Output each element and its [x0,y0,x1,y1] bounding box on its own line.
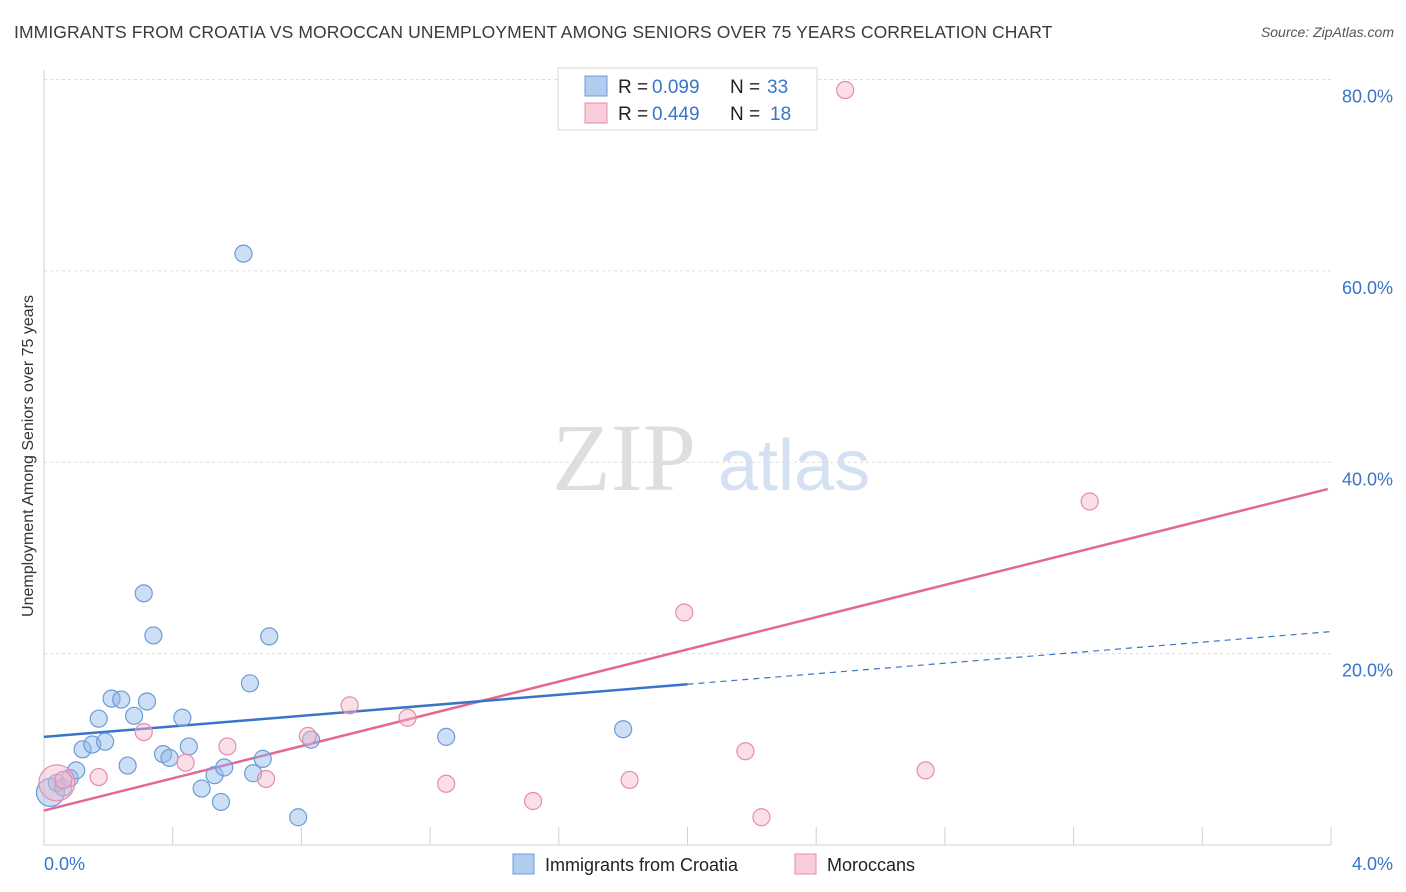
watermark-zip: ZIP [552,404,696,511]
point-croatia [205,766,224,785]
series-legend: Immigrants from Croatia Moroccans [512,853,915,875]
point-croatia [144,626,163,645]
x-tick-label: 0.0% [44,854,85,874]
trend-line-moroccans [43,487,1329,812]
tick-labels: 20.0% 40.0% 60.0% 80.0% 0.0% 4.0% [44,87,1393,875]
point-moroccans [54,770,73,790]
point-croatia [54,778,73,797]
point-croatia [253,749,272,768]
legend-swatch-croatia [584,75,608,97]
point-croatia [260,627,279,646]
point-moroccans [437,774,456,793]
data-points [35,80,1099,827]
trend-lines [43,487,1332,812]
point-moroccans [752,808,771,827]
point-moroccans [675,603,694,622]
watermark-atlas: atlas [718,426,870,506]
point-moroccans [916,761,935,780]
point-moroccans [1080,492,1099,511]
y-axis-label: Unemployment Among Seniors over 75 years [20,295,37,617]
series-legend-swatch-croatia [512,853,535,875]
point-moroccans [298,726,317,746]
point-croatia [102,689,121,708]
point-croatia [160,748,179,768]
point-moroccans [38,764,76,802]
point-moroccans [256,769,276,789]
legend-r-label-moroccans: R = [618,104,648,125]
correlation-legend: R = 0.099 N = 33 R = 0.449 N = 18 [557,67,818,131]
legend-n-label-moroccans: N = [730,104,760,125]
legend-swatch-moroccans [584,102,608,124]
point-croatia [179,737,198,756]
y-tick-label: 80.0% [1342,87,1393,107]
point-moroccans [620,770,639,790]
point-croatia [73,740,92,759]
y-tick-label: 20.0% [1342,661,1393,681]
point-croatia [614,720,633,739]
y-tick-label: 40.0% [1342,469,1393,489]
point-croatia [124,706,144,725]
point-croatia [89,709,108,728]
point-croatia [192,779,211,798]
legend-r-value-moroccans: 0.449 [652,104,700,125]
point-moroccans [134,722,153,742]
point-croatia [96,732,115,751]
series-legend-label-croatia: Immigrants from Croatia [545,855,739,875]
legend-n-value-moroccans: 18 [770,104,791,125]
legend-n-value-croatia: 33 [767,77,788,98]
series-legend-label-moroccans: Moroccans [827,855,915,875]
point-moroccans [89,767,108,787]
point-moroccans [398,708,417,727]
point-croatia [240,674,260,693]
trend-line-croatia-extension [687,631,1332,685]
point-croatia [137,692,157,711]
point-croatia [67,761,86,780]
point-croatia [215,758,234,777]
point-moroccans [836,80,855,100]
point-croatia [234,244,253,263]
point-croatia [134,584,153,603]
legend-r-label-croatia: R = [618,77,648,98]
point-moroccans [736,742,755,761]
point-croatia [211,792,231,812]
axes [43,70,1332,846]
point-moroccans [176,753,195,772]
point-croatia [289,808,308,827]
point-croatia [118,756,137,775]
point-croatia [112,690,131,709]
x-tick-label: 4.0% [1352,854,1393,874]
point-moroccans [340,696,359,715]
legend-r-value-croatia: 0.099 [652,77,700,98]
y-tick-label: 60.0% [1342,278,1393,298]
chart-title: IMMIGRANTS FROM CROATIA VS MOROCCAN UNEM… [14,22,1053,42]
watermark: ZIP atlas [552,404,870,511]
source-credit: Source: ZipAtlas.com [1260,24,1394,40]
point-moroccans [218,737,237,756]
legend-n-label-croatia: N = [730,77,760,98]
point-croatia [173,708,192,727]
point-moroccans [523,791,543,811]
gridlines [44,79,1331,655]
series-legend-swatch-moroccans [794,853,817,875]
point-croatia [437,727,456,746]
